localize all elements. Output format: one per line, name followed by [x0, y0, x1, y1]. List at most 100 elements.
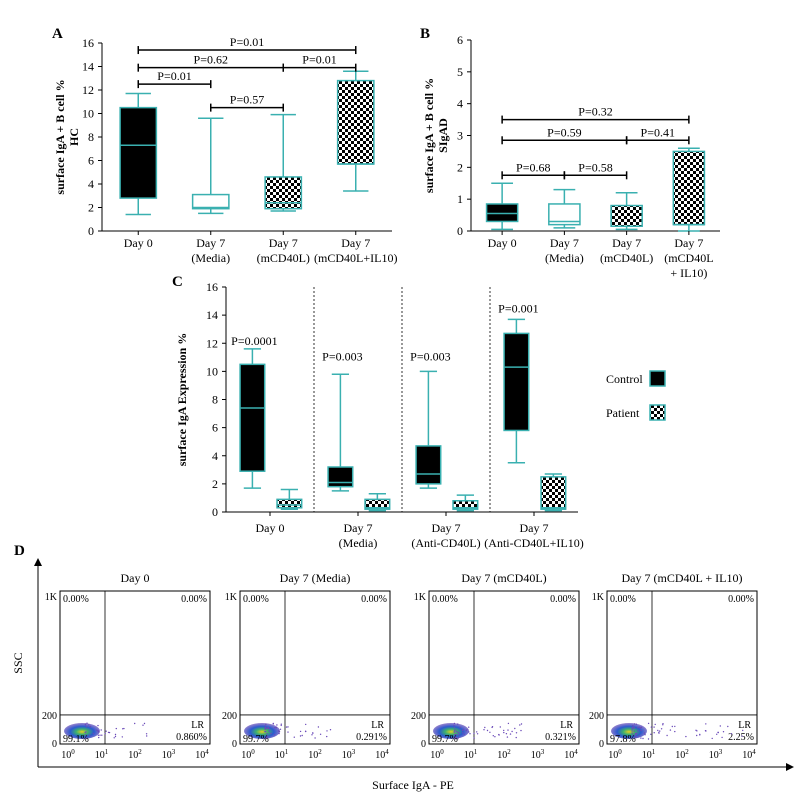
panel-b-pvalue-label: P=0.41 [641, 125, 675, 139]
flow-plot-title: Day 7 (mCD40L) [461, 571, 546, 585]
flow-plot-y-tick-label: 200 [42, 711, 57, 722]
flow-plot-event [97, 724, 99, 727]
flow-plot-event [301, 734, 303, 737]
flow-plot-event [457, 738, 459, 740]
flow-plot-event [507, 729, 509, 731]
flow-plot-event [453, 736, 455, 739]
flow-plot-lr-value: 0.291% [356, 732, 387, 743]
panel-c-x-label: (Media) [339, 536, 378, 550]
flow-plot-event [457, 723, 459, 725]
flow-plot-x-tick-label: 103 [342, 748, 356, 761]
panel-a-box-0-box [119, 106, 158, 199]
flow-plot-event [293, 736, 295, 738]
flow-plot-x-tick-label: 101 [642, 748, 656, 761]
panel-c-control-1-box [327, 466, 354, 488]
flow-plot-event [299, 730, 302, 733]
flow-plot-event [462, 728, 465, 731]
flow-plot-x-tick-label: 104 [742, 748, 756, 761]
panel-b-pvalue-label: P=0.68 [516, 160, 550, 174]
flow-plot-event [273, 734, 276, 736]
flow-plot-x-tick-label: 101 [275, 748, 289, 761]
flow-plot-event [326, 735, 328, 738]
flow-plot-title: Day 7 (mCD40L + IL10) [622, 571, 743, 585]
flow-plot-event [96, 729, 98, 731]
panel-a-box-3-box [336, 79, 375, 165]
flow-plot-event [647, 738, 650, 740]
flow-plot-ll-value: 97.8% [610, 734, 636, 745]
flow-plot-event [272, 722, 274, 725]
panel-a-y-tick-label: 14 [82, 60, 94, 74]
flow-plot-x-tick-label: 102 [128, 748, 142, 761]
panel-b-y-tick-label: 3 [457, 129, 463, 143]
flow-plot-event [638, 726, 640, 728]
flow-plot-event [514, 727, 516, 730]
panel-d-y-label: SSC [11, 652, 25, 673]
flow-plot-title: Day 0 [121, 571, 150, 585]
flow-plot-x-tick-label: 102 [497, 748, 511, 761]
panel-b-y-tick-label: 2 [457, 160, 463, 174]
flow-plot-event [722, 731, 725, 733]
panel-b-y-label: surface IgA + B cell % [422, 78, 436, 193]
panel-c-legend-swatch [649, 404, 666, 421]
flow-plot-x-tick-label: 103 [709, 748, 723, 761]
flow-plot-event [699, 733, 701, 736]
flow-plot-event [674, 730, 676, 733]
flow-plot-y-tick-label: 1K [225, 592, 238, 603]
panel-b-box-0-box [485, 203, 519, 223]
flow-plot-frame [239, 590, 391, 745]
panel-c-x-label: Day 7 [520, 521, 549, 535]
flow-plot-event [134, 722, 136, 725]
panel-b-y-tick-label: 1 [457, 192, 463, 206]
flow-plot-event [108, 731, 111, 734]
flow-plot-event [85, 734, 87, 737]
flow-plot-lr-value: 2.25% [728, 732, 754, 743]
panel-c-pvalue-label: P=0.001 [498, 302, 538, 316]
panel-b-x-label: + IL10) [670, 266, 707, 280]
panel-c-patient-0-box [276, 498, 303, 509]
flow-plot-event [463, 733, 465, 735]
flow-plot-event [505, 733, 508, 735]
flow-plot-event [287, 726, 289, 728]
flow-plot-event [721, 736, 723, 739]
flow-plot-lr-value: 0.321% [545, 732, 576, 743]
panel-c-y-tick-label: 8 [212, 393, 218, 407]
flow-plot-event [653, 726, 655, 728]
panel-letter-c: C [172, 274, 183, 290]
flow-plot-event [461, 729, 464, 732]
flow-plot-event [97, 734, 100, 736]
flow-plot-event [462, 732, 464, 734]
panel-c-legend-label: Control [606, 372, 643, 386]
panel-d-x-arrow [786, 763, 794, 771]
flow-plot-event [455, 738, 457, 740]
flow-plot-ur-value: 0.00% [361, 594, 387, 605]
flow-plot-event [473, 737, 475, 739]
flow-plot-y-tick-label: 200 [589, 711, 604, 722]
flow-plot-event [146, 735, 148, 737]
flow-plot-event [499, 726, 501, 728]
flow-plot-lr-label: LR [560, 720, 573, 731]
flow-plot-event [122, 728, 124, 730]
flow-plot-event [465, 730, 467, 732]
flow-plot-x-tick-label: 100 [430, 748, 444, 761]
flow-plot-event [711, 737, 713, 740]
flow-plot-event [266, 733, 268, 735]
panel-letter-d: D [14, 543, 25, 559]
panel-a-pvalue-label: P=0.01 [302, 53, 336, 67]
flow-plot-event [635, 723, 637, 725]
flow-plot-event [631, 728, 633, 730]
flow-plot-event [265, 735, 267, 737]
flow-plot-event [520, 723, 523, 725]
flow-plot-event [657, 729, 659, 732]
flow-plot-event [659, 730, 661, 732]
panel-b-x-label: (mCD40L [664, 251, 713, 265]
flow-plot-event [486, 729, 489, 732]
panel-c-legend-label: Patient [606, 406, 640, 420]
flow-plot-event [278, 732, 280, 735]
flow-plot-event [115, 727, 118, 730]
flow-plot-event [650, 726, 653, 728]
panel-b-pvalue-label: P=0.58 [578, 160, 612, 174]
flow-plot-x-tick-label: 104 [375, 748, 389, 761]
flow-plot-y-tick-label: 1K [414, 592, 427, 603]
flow-plot-event [653, 732, 655, 734]
